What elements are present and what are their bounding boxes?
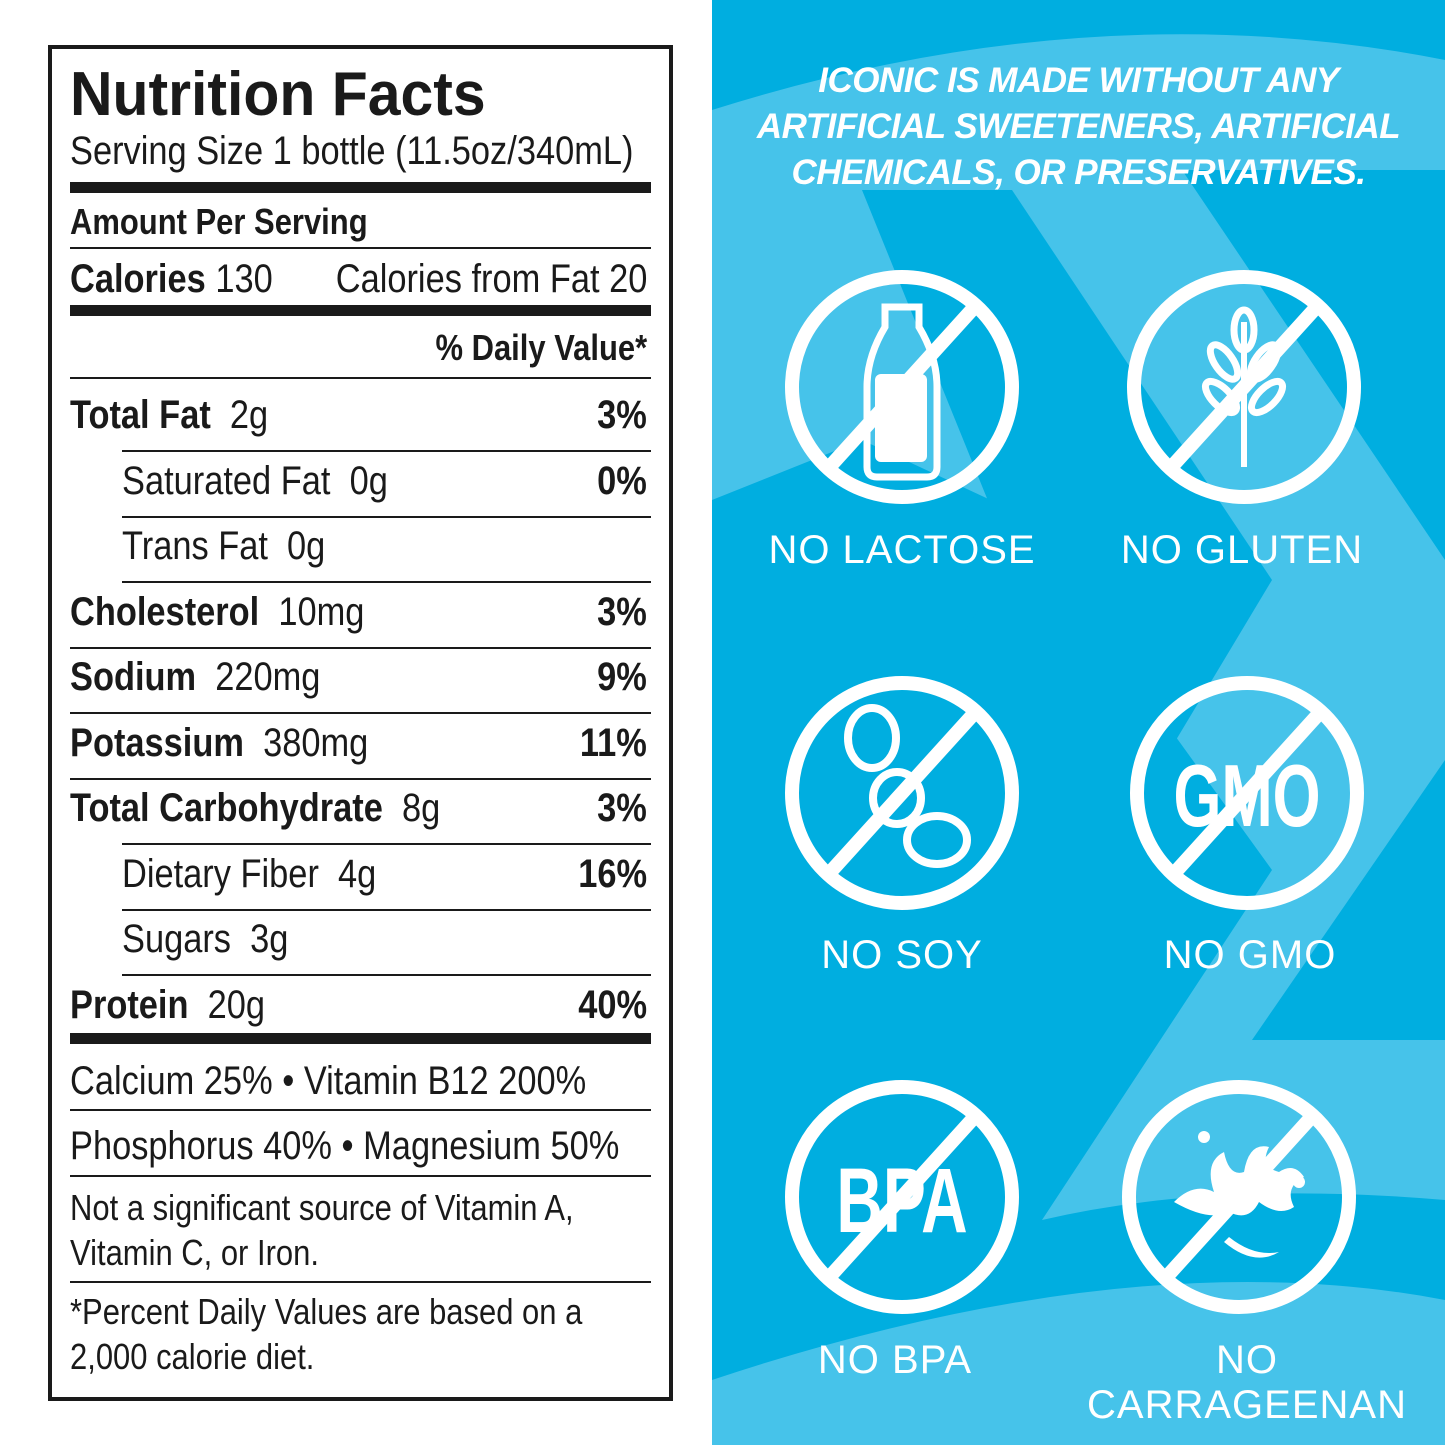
divider xyxy=(122,581,651,583)
nutrient-daily-value: 3% xyxy=(597,589,647,634)
divider xyxy=(70,712,651,714)
headline-line: ICONIC IS MADE WITHOUT ANY xyxy=(818,61,1339,100)
label-title: Nutrition Facts xyxy=(70,60,486,129)
divider xyxy=(122,450,651,452)
badge-no-lactose: NO LACTOSE xyxy=(768,528,1036,572)
nutrient-amount: 10mg xyxy=(278,589,365,634)
nutrient-amount: 220mg xyxy=(215,655,321,699)
nutrient-row: Trans Fat 0g xyxy=(122,524,325,569)
amount-per-serving: Amount Per Serving xyxy=(70,201,368,242)
not-significant-1: Not a significant source of Vitamin A, xyxy=(70,1187,574,1228)
gmo-text-icon: GMO xyxy=(1130,676,1364,910)
nutrient-amount: 8g xyxy=(401,786,441,830)
nutrient-amount: 2g xyxy=(229,393,269,437)
divider xyxy=(70,1109,651,1111)
nutrient-row: Dietary Fiber 4g xyxy=(122,852,376,897)
nutrient-row: Total Carbohydrate 8g xyxy=(70,786,440,831)
nutrient-daily-value: 9% xyxy=(597,655,647,699)
nutrient-name: Trans Fat xyxy=(122,524,268,568)
nutrient-daily-value: 40% xyxy=(578,982,647,1027)
divider xyxy=(70,646,651,649)
divider xyxy=(70,1033,651,1044)
vitamins-line-2: Phosphorus 40% • Magnesium 50% xyxy=(70,1124,620,1168)
footnote-2: 2,000 calorie diet. xyxy=(70,1336,315,1377)
calories-value: 130 xyxy=(215,257,273,301)
nutrient-name: Sugars xyxy=(122,917,232,961)
divider xyxy=(70,377,651,379)
nutrient-row: Total Fat 2g xyxy=(70,393,268,438)
divider xyxy=(70,182,651,193)
badge-no-soy: NO SOY xyxy=(821,933,983,977)
serving-size: Serving Size 1 bottle (11.5oz/340mL) xyxy=(70,129,634,173)
nutrient-name: Total Carbohydrate xyxy=(70,786,383,830)
nutrient-name: Dietary Fiber xyxy=(122,851,319,896)
nutrient-name: Sodium xyxy=(70,655,197,699)
headline: ICONIC IS MADE WITHOUT ANY ARTIFICIAL SW… xyxy=(712,58,1445,196)
divider xyxy=(70,305,651,316)
nutrient-amount: 3g xyxy=(250,917,289,961)
divider xyxy=(122,974,651,976)
nutrient-name: Protein xyxy=(70,982,189,1027)
free-from-panel: ICONIC IS MADE WITHOUT ANY ARTIFICIAL SW… xyxy=(712,0,1445,1445)
soybean-icon xyxy=(785,676,1019,910)
badge-no-gmo: NO GMO xyxy=(1163,933,1337,977)
divider xyxy=(122,515,651,518)
divider xyxy=(122,908,651,911)
badge-no-carrageenan: NO CARRAGEENAN xyxy=(1087,1338,1407,1427)
nutrient-amount: 20g xyxy=(207,982,266,1027)
divider xyxy=(70,1175,651,1177)
footnote-1: *Percent Daily Values are based on a xyxy=(70,1291,583,1332)
nutrient-amount: 0g xyxy=(349,458,388,503)
nutrient-row: Potassium 380mg xyxy=(70,721,368,766)
nutrient-row: Sodium 220mg xyxy=(70,655,320,700)
calories-from-fat: Calories from Fat 20 xyxy=(335,257,647,301)
daily-value-header: % Daily Value* xyxy=(435,327,647,368)
nutrient-row: Sugars 3g xyxy=(122,917,288,962)
not-significant-2: Vitamin C, or Iron. xyxy=(70,1232,319,1273)
headline-line: CHEMICALS, OR PRESERVATIVES. xyxy=(791,153,1366,192)
divider xyxy=(122,843,651,845)
divider xyxy=(70,777,651,780)
nutrient-daily-value: 0% xyxy=(597,458,647,503)
nutrient-daily-value: 3% xyxy=(597,393,647,437)
nutrient-name: Saturated Fat xyxy=(122,458,331,503)
nutrient-row: Cholesterol 10mg xyxy=(70,590,364,635)
nutrient-daily-value: 16% xyxy=(578,851,647,896)
seaweed-icon xyxy=(1122,1080,1356,1314)
nutrient-daily-value: 11% xyxy=(580,720,647,765)
nutrient-daily-value: 3% xyxy=(597,786,647,830)
nutrient-name: Total Fat xyxy=(70,393,211,437)
wheat-icon xyxy=(1127,270,1361,504)
nutrient-name: Cholesterol xyxy=(70,589,260,634)
divider xyxy=(70,1281,651,1283)
nutrient-row: Saturated Fat 0g xyxy=(122,459,388,504)
divider xyxy=(70,247,651,249)
milk-bottle-icon xyxy=(785,270,1019,504)
nutrient-amount: 380mg xyxy=(263,720,369,765)
bpa-text-icon: BPA xyxy=(785,1080,1019,1314)
nutrient-name: Potassium xyxy=(70,720,244,765)
nutrient-amount: 0g xyxy=(287,524,326,568)
calories: Calories 130 xyxy=(70,257,273,302)
calories-label: Calories xyxy=(70,257,206,301)
nutrient-row: Protein 20g xyxy=(70,983,265,1028)
nutrition-facts-label: Nutrition Facts Serving Size 1 bottle (1… xyxy=(48,45,673,1401)
badge-no-bpa: NO BPA xyxy=(817,1338,973,1382)
headline-line: ARTIFICIAL SWEETENERS, ARTIFICIAL xyxy=(756,107,1401,146)
nutrient-amount: 4g xyxy=(338,851,377,896)
vitamins-line-1: Calcium 25% • Vitamin B12 200% xyxy=(70,1059,587,1103)
badge-no-gluten: NO GLUTEN xyxy=(1120,528,1364,572)
